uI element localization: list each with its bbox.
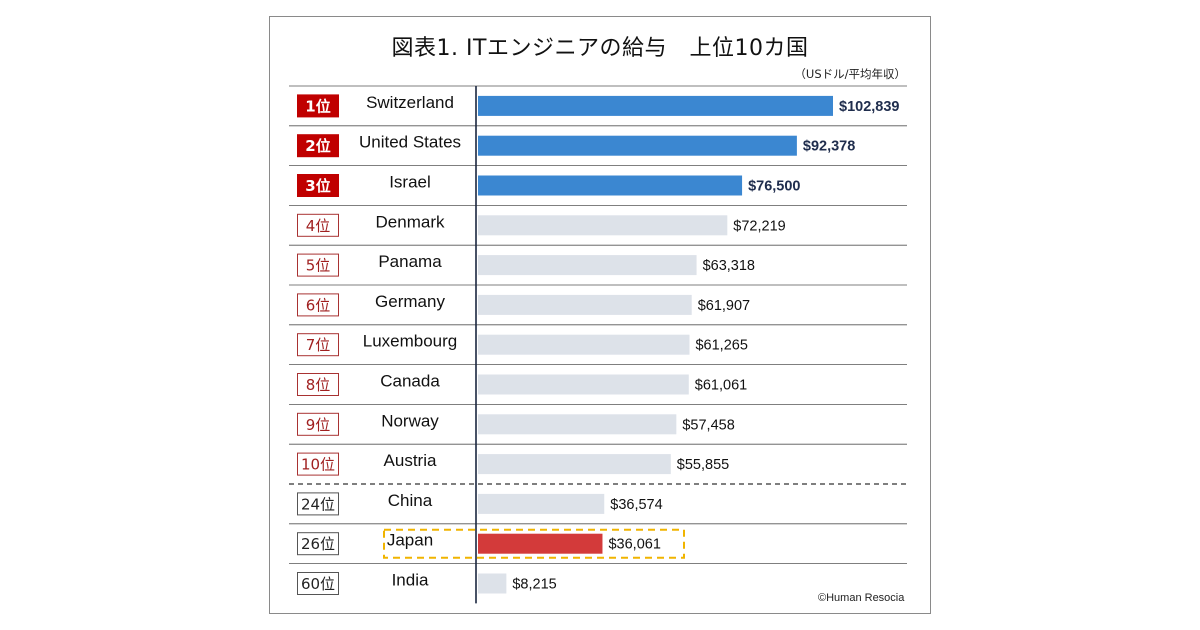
country-label: United States (359, 133, 461, 152)
rank-label: 26位 (301, 535, 335, 553)
value-label: $61,907 (698, 298, 750, 314)
bar (478, 255, 697, 276)
credit: ©Human Resocia (818, 592, 905, 604)
bar (478, 573, 507, 594)
rank-label: 6位 (306, 296, 331, 314)
value-label: $36,574 (610, 497, 662, 513)
country-label: Canada (380, 372, 440, 391)
bar (478, 414, 677, 435)
unit-note: （USドル/平均年収） (794, 67, 906, 81)
rank-badge (297, 333, 339, 357)
country-label: Panama (378, 252, 442, 271)
rank-badge (297, 293, 339, 317)
rank-label: 4位 (306, 217, 331, 235)
value-label: $55,855 (677, 457, 729, 473)
chart-title: 図表1. ITエンジニアの給与 上位10カ国 (391, 36, 809, 61)
value-label: $61,265 (695, 338, 747, 354)
value-label: $92,378 (803, 139, 855, 155)
bar (478, 334, 690, 355)
rank-badge (297, 253, 339, 277)
rank-badge (297, 492, 339, 516)
bar (478, 95, 833, 116)
rank-badge (297, 452, 339, 476)
rank-label: 2位 (305, 137, 330, 155)
bar (478, 294, 692, 315)
rank-label: 7位 (306, 336, 331, 354)
rank-badge (297, 94, 339, 118)
rank-badge (297, 174, 339, 197)
rank-label: 1位 (305, 97, 330, 115)
bar (478, 135, 797, 156)
rank-badge (297, 134, 339, 158)
bar (478, 454, 671, 475)
rank-label: 10位 (301, 456, 335, 474)
bar (478, 175, 743, 196)
value-label: $57,458 (682, 417, 734, 433)
rank-label: 8位 (306, 376, 331, 394)
value-label: $72,219 (733, 218, 785, 234)
rank-label: 3位 (305, 177, 330, 195)
rank-badge (297, 412, 339, 436)
country-label: Luxembourg (363, 332, 458, 351)
rank-label: 5位 (306, 257, 331, 275)
rank-label: 60位 (301, 575, 335, 593)
country-label: India (392, 571, 429, 590)
bar (478, 493, 605, 514)
value-label: $8,215 (512, 577, 556, 593)
rank-badge (297, 532, 339, 556)
country-label: Austria (384, 451, 437, 470)
country-label: Switzerland (366, 93, 454, 112)
value-label: $102,839 (839, 99, 899, 115)
bar (478, 215, 728, 236)
rank-label: 24位 (301, 495, 335, 513)
country-label: China (388, 491, 433, 510)
country-label: Norway (381, 411, 439, 430)
bar (478, 374, 689, 395)
country-label: Israel (389, 173, 431, 192)
value-label: $76,500 (748, 179, 800, 195)
value-label: $63,318 (703, 258, 755, 274)
highlight-box (383, 528, 685, 559)
value-label: $61,061 (695, 378, 747, 394)
rank-label: 9位 (306, 416, 331, 434)
rank-badge (297, 373, 339, 396)
value-label: $36,061 (608, 537, 660, 553)
country-label: Germany (375, 292, 445, 311)
rank-badge (297, 213, 339, 237)
bar (478, 533, 603, 554)
rank-badge (297, 572, 339, 595)
country-label: Japan (387, 531, 433, 550)
country-label: Denmark (376, 212, 445, 231)
